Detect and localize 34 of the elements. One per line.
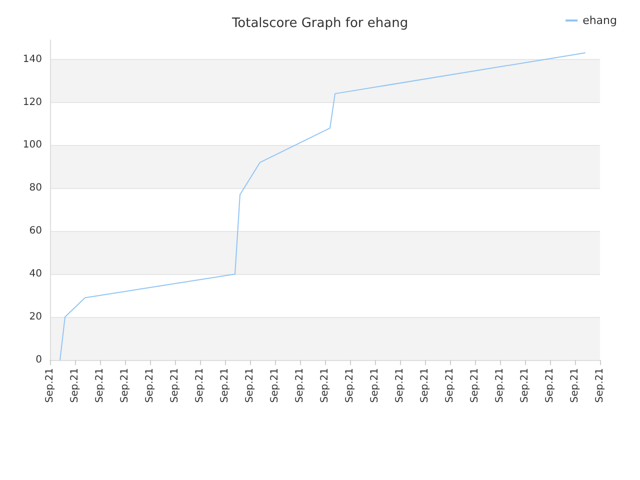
x-tick-label: Sep.21 <box>444 368 456 403</box>
x-tick-label: Sep.21 <box>144 368 156 403</box>
x-tick-label: Sep.21 <box>220 368 230 403</box>
x-tick-label: Sep.21 <box>270 368 280 403</box>
x-tick-label: Sep.21 <box>570 368 580 403</box>
x-tick-label: Sep.21 <box>420 368 430 403</box>
x-tick-label: Sep.21 <box>94 368 106 403</box>
x-tick-label: Sep.21 <box>244 368 256 403</box>
x-tick-label: Sep.21 <box>44 368 56 403</box>
x-tick-label: Sep.21 <box>294 368 306 403</box>
y-tick-label: 100 <box>22 140 42 151</box>
x-tick-label: Sep.21 <box>170 368 180 403</box>
x-tick-label: Sep.21 <box>494 368 506 403</box>
x-tick-label: Sep.21 <box>120 368 130 403</box>
x-tick-label: Sep.21 <box>594 368 606 403</box>
y-tick-label: 60 <box>29 226 42 237</box>
x-tick-label: Sep.21 <box>370 368 380 403</box>
x-tick-label: Sep.21 <box>394 368 406 403</box>
x-tick-label: Sep.21 <box>544 368 556 403</box>
y-tick-label: 20 <box>29 312 42 323</box>
x-tick-label: Sep.21 <box>470 368 480 403</box>
x-tick-label: Sep.21 <box>344 368 356 403</box>
y-tick-label: 40 <box>29 268 42 280</box>
y-tick-label: 140 <box>22 54 42 65</box>
x-tick-label: Sep.21 <box>194 368 206 403</box>
legend-label: ehang <box>582 14 618 27</box>
line-series <box>60 52 586 360</box>
y-tick-label: 0 <box>36 354 42 366</box>
x-tick-label: Sep.21 <box>520 368 530 403</box>
chart-title: Totalscore Graph for ehang <box>230 16 408 31</box>
y-tick-label: 80 <box>29 182 42 194</box>
y-tick-label: 120 <box>22 96 42 108</box>
x-tick-label: Sep.21 <box>70 368 80 403</box>
x-tick-label: Sep.21 <box>320 368 330 403</box>
